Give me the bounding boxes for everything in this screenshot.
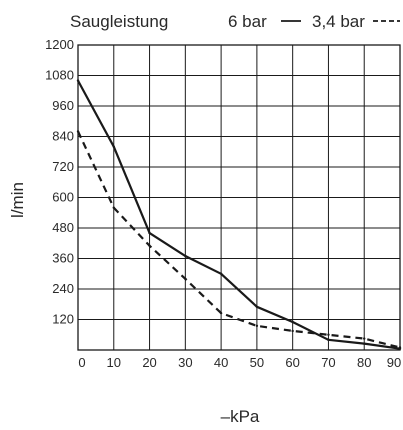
legend-label-3-4bar: 3,4 bar — [312, 12, 365, 31]
data-point — [291, 320, 294, 324]
data-point — [219, 272, 223, 275]
tick-labels: 120 240 360 480 600 720 840 960 1080 1200 0 10 20 30 4… — [45, 37, 401, 370]
data-point — [148, 244, 151, 247]
data-point — [363, 342, 366, 345]
y-tick-label: 960 — [52, 98, 74, 113]
y-tick-label: 1200 — [45, 37, 74, 52]
data-point — [148, 231, 151, 235]
data-point — [184, 277, 187, 281]
y-tick-label: 120 — [52, 312, 74, 327]
series-line-6bar — [77, 80, 401, 350]
y-tick-label: 480 — [52, 220, 74, 235]
x-axis-label: –kPa — [221, 407, 260, 426]
legend: 6 bar 3,4 bar — [228, 12, 400, 31]
data-point — [291, 329, 294, 333]
y-axis-label: l/min — [8, 182, 27, 218]
data-point — [112, 206, 115, 209]
y-tick-label: 840 — [52, 129, 74, 144]
grid — [77, 44, 401, 350]
data-point — [363, 337, 366, 340]
x-tick-label: 40 — [214, 355, 228, 370]
y-tick-label: 360 — [52, 251, 74, 266]
legend-label-6bar: 6 bar — [228, 12, 267, 31]
y-tick-label: 1080 — [45, 68, 74, 83]
y-tick-label: 240 — [52, 281, 74, 296]
x-tick-label: 20 — [142, 355, 156, 370]
x-tick-label: 0 — [78, 355, 85, 370]
data-point — [184, 254, 187, 258]
x-tick-label: 90 — [387, 355, 401, 370]
y-tick-label: 720 — [52, 159, 74, 174]
x-tick-label: 70 — [321, 355, 335, 370]
data-point — [255, 324, 259, 328]
series-line-3-4bar — [77, 130, 401, 349]
x-tick-label: 60 — [285, 355, 299, 370]
data-point — [219, 311, 223, 315]
data-point — [327, 338, 330, 342]
data-point — [255, 305, 259, 308]
plot-frame — [77, 44, 401, 351]
x-tick-label: 50 — [250, 355, 264, 370]
data-point — [112, 145, 115, 148]
x-tick-label: 10 — [107, 355, 121, 370]
x-tick-label: 80 — [357, 355, 371, 370]
chart-title: Saugleistung — [70, 12, 168, 31]
y-tick-label: 600 — [52, 190, 74, 205]
x-tick-label: 30 — [178, 355, 192, 370]
series-layer — [76, 79, 402, 350]
data-point — [327, 333, 330, 336]
